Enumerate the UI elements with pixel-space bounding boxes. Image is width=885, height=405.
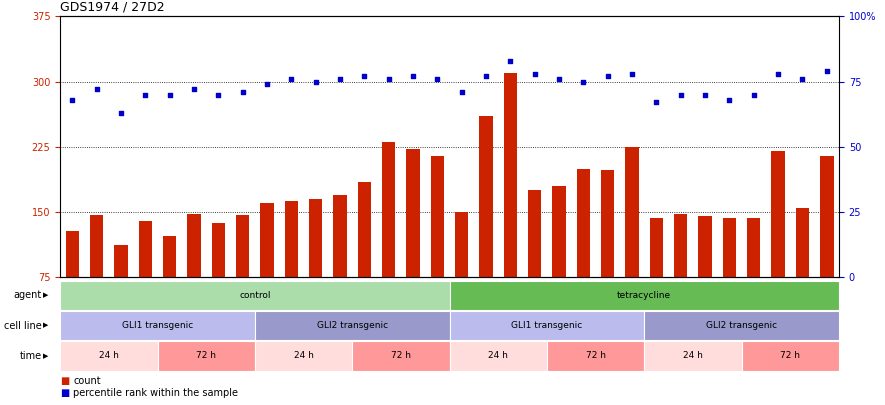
Bar <box>114 245 127 277</box>
Point <box>673 92 688 98</box>
Text: cell line: cell line <box>4 321 42 330</box>
Text: GLI1 transgenic: GLI1 transgenic <box>512 321 582 330</box>
Bar <box>309 199 322 277</box>
Point <box>138 92 152 98</box>
Bar <box>674 214 688 277</box>
Bar <box>504 73 517 277</box>
Text: ▶: ▶ <box>43 323 49 328</box>
Text: 24 h: 24 h <box>683 352 703 360</box>
Point <box>89 86 104 93</box>
Text: 72 h: 72 h <box>391 352 411 360</box>
Bar <box>90 215 104 277</box>
Bar <box>285 201 298 277</box>
Point <box>698 92 712 98</box>
Point <box>406 73 420 79</box>
Point <box>114 110 128 116</box>
Bar <box>139 221 152 277</box>
Bar <box>747 218 760 277</box>
Point <box>235 89 250 95</box>
Point <box>284 76 298 82</box>
Bar <box>480 116 493 277</box>
Text: percentile rank within the sample: percentile rank within the sample <box>73 388 238 399</box>
Point <box>650 99 664 106</box>
Point <box>212 92 226 98</box>
Point <box>65 96 80 103</box>
Bar <box>552 186 566 277</box>
Bar <box>577 168 590 277</box>
Bar <box>236 215 250 277</box>
Text: 24 h: 24 h <box>99 352 119 360</box>
Text: ■: ■ <box>60 388 69 399</box>
Text: agent: agent <box>13 290 42 300</box>
Bar <box>334 195 347 277</box>
Text: 72 h: 72 h <box>586 352 605 360</box>
Point <box>527 70 542 77</box>
Bar <box>772 151 785 277</box>
Bar <box>212 224 225 277</box>
Point <box>260 81 274 87</box>
Point <box>771 70 785 77</box>
Bar <box>358 181 371 277</box>
Point <box>601 73 615 79</box>
Text: ■: ■ <box>60 376 69 386</box>
Text: 24 h: 24 h <box>294 352 313 360</box>
Bar <box>528 190 542 277</box>
Point <box>747 92 761 98</box>
Text: GDS1974 / 27D2: GDS1974 / 27D2 <box>60 1 165 14</box>
Bar <box>163 237 176 277</box>
Bar <box>188 214 201 277</box>
Point <box>820 68 834 74</box>
Point <box>479 73 493 79</box>
Point <box>504 58 518 64</box>
Bar <box>382 143 396 277</box>
Point <box>552 76 566 82</box>
Bar <box>260 203 273 277</box>
Bar <box>455 212 468 277</box>
Point <box>796 76 810 82</box>
Text: ▶: ▶ <box>43 353 49 359</box>
Bar <box>406 149 419 277</box>
Text: GLI2 transgenic: GLI2 transgenic <box>317 321 388 330</box>
Text: ▶: ▶ <box>43 292 49 298</box>
Point <box>358 73 372 79</box>
Bar <box>601 171 614 277</box>
Text: 72 h: 72 h <box>196 352 216 360</box>
Point <box>455 89 469 95</box>
Text: GLI1 transgenic: GLI1 transgenic <box>122 321 193 330</box>
Bar <box>650 218 663 277</box>
Text: count: count <box>73 376 101 386</box>
Point <box>309 78 323 85</box>
Text: GLI2 transgenic: GLI2 transgenic <box>706 321 777 330</box>
Bar <box>820 156 834 277</box>
Text: 72 h: 72 h <box>781 352 800 360</box>
Bar <box>626 147 639 277</box>
Text: time: time <box>19 351 42 361</box>
Text: control: control <box>239 291 271 300</box>
Bar <box>65 231 79 277</box>
Text: 24 h: 24 h <box>489 352 508 360</box>
Point <box>163 92 177 98</box>
Text: tetracycline: tetracycline <box>617 291 672 300</box>
Bar <box>723 218 736 277</box>
Bar <box>431 156 444 277</box>
Point <box>187 86 201 93</box>
Point <box>722 96 736 103</box>
Point <box>333 76 347 82</box>
Point <box>576 78 590 85</box>
Point <box>625 70 639 77</box>
Bar <box>796 208 809 277</box>
Point <box>430 76 444 82</box>
Point <box>381 76 396 82</box>
Bar <box>698 216 712 277</box>
